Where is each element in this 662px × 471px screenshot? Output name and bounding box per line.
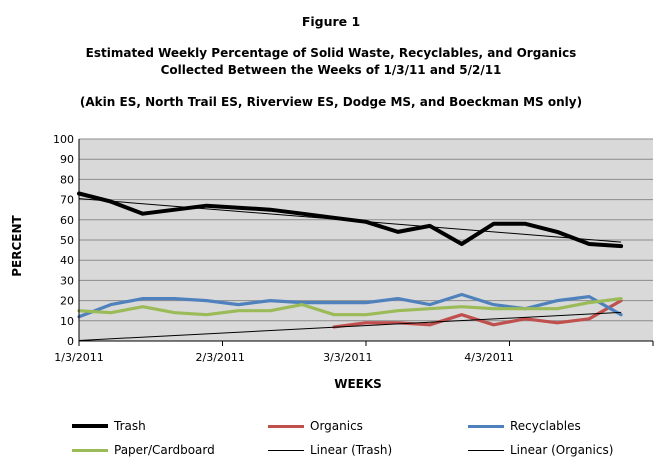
- legend-swatch: [268, 449, 304, 451]
- legend-label: Linear (Trash): [310, 443, 393, 457]
- y-tick-label: 60: [60, 214, 74, 227]
- y-tick-label: 20: [60, 295, 74, 308]
- legend-swatch: [72, 448, 108, 452]
- y-tick-label: 0: [67, 335, 74, 348]
- series-line-paper-cardboard: [77, 297, 623, 317]
- trendline-trash: [78, 198, 622, 243]
- chart-title-line2: Collected Between the Weeks of 1/3/11 an…: [160, 63, 502, 77]
- y-tick-label: 50: [60, 234, 74, 247]
- legend-label: Paper/Cardboard: [114, 443, 215, 457]
- chart-title-line1: Estimated Weekly Percentage of Solid Was…: [85, 46, 577, 60]
- y-axis-title: PERCENT: [10, 214, 24, 276]
- x-tick-label: 1/3/2011: [54, 351, 103, 364]
- legend-label: Organics: [310, 419, 363, 433]
- legend: Trash Organics Recyclables Paper/Cardboard L…: [0, 416, 662, 466]
- y-tick-label: 30: [60, 274, 74, 287]
- legend-item-organics: Organics: [268, 418, 363, 434]
- legend-item-linear-organics: Linear (Organics): [468, 442, 613, 458]
- y-tick-labels: 0 10 20 30 40 50 60 70 80 90 100: [53, 133, 74, 348]
- x-tick-labels: 1/3/2011 2/3/2011 3/3/2011 4/3/2011: [54, 351, 513, 364]
- legend-item-recyclables: Recyclables: [468, 418, 581, 434]
- legend-swatch: [72, 424, 108, 428]
- legend-swatch: [468, 424, 504, 428]
- y-tick-label: 80: [60, 173, 74, 186]
- y-tick-label: 40: [60, 254, 74, 267]
- chart-subtitle: (Akin ES, North Trail ES, Riverview ES, …: [79, 95, 583, 109]
- series-line-trash: [77, 191, 624, 249]
- legend-item-trash: Trash: [72, 418, 146, 434]
- legend-label: Recyclables: [510, 419, 581, 433]
- series-layer: [77, 191, 624, 341]
- legend-label: Trash: [114, 419, 146, 433]
- trendline-organics: [78, 311, 622, 341]
- y-tick-label: 70: [60, 194, 74, 207]
- legend-label: Linear (Organics): [510, 443, 614, 457]
- axes: [78, 139, 654, 346]
- legend-item-paper-cardboard: Paper/Cardboard: [72, 442, 215, 458]
- x-tick-label: 2/3/2011: [196, 351, 245, 364]
- x-tick-label: 3/3/2011: [323, 351, 372, 364]
- y-tick-label: 10: [60, 315, 74, 328]
- y-tick-label: 90: [60, 153, 74, 166]
- legend-item-linear-trash: Linear (Trash): [268, 442, 392, 458]
- legend-swatch: [468, 449, 504, 451]
- legend-swatch: [268, 424, 304, 428]
- x-axis-title: WEEKS: [334, 377, 382, 391]
- figure-label: Figure 1: [301, 14, 361, 29]
- x-tick-label: 4/3/2011: [464, 351, 513, 364]
- y-tick-label: 100: [53, 133, 74, 146]
